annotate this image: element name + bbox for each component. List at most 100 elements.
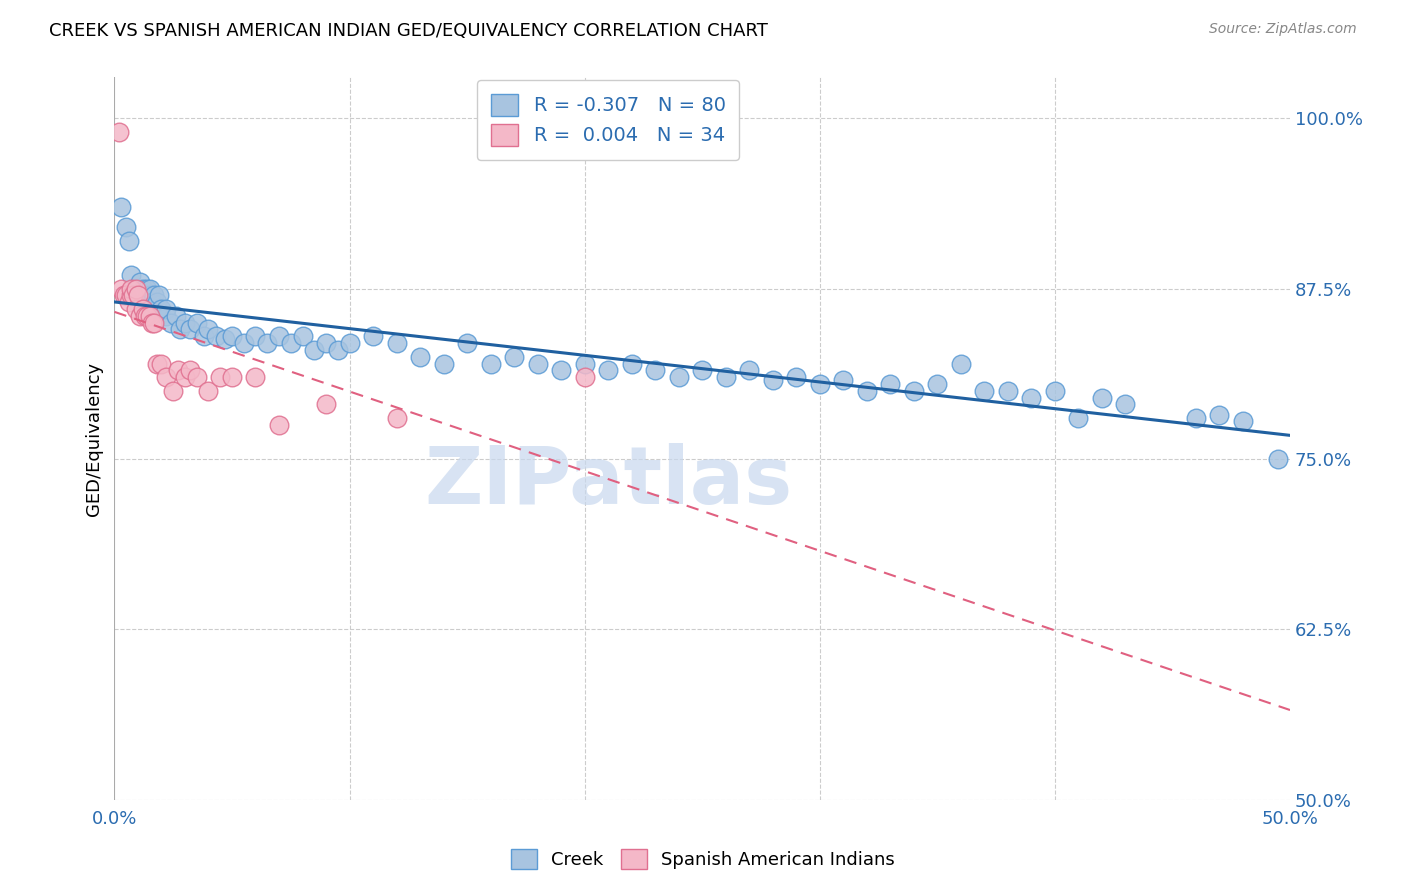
Text: CREEK VS SPANISH AMERICAN INDIAN GED/EQUIVALENCY CORRELATION CHART: CREEK VS SPANISH AMERICAN INDIAN GED/EQU… (49, 22, 768, 40)
Point (136, 282, 159, 296)
Point (131, 301, 153, 316)
Point (927, 376, 949, 391)
Point (785, 370, 807, 384)
Point (138, 282, 160, 296)
Point (197, 322, 219, 336)
Point (598, 363, 620, 377)
Point (949, 357, 972, 371)
Point (150, 357, 173, 371)
Point (122, 282, 145, 296)
Point (141, 316, 163, 330)
Point (167, 363, 190, 377)
Point (620, 357, 643, 371)
Point (762, 373, 785, 387)
Point (973, 384, 995, 398)
Point (456, 336, 478, 351)
Point (108, 125, 131, 139)
Point (127, 288, 149, 302)
Point (574, 357, 596, 371)
Point (432, 357, 454, 371)
Point (110, 282, 132, 296)
Legend: Creek, Spanish American Indians: Creek, Spanish American Indians (502, 839, 904, 879)
Point (124, 288, 146, 302)
Point (479, 357, 502, 371)
Point (169, 322, 191, 336)
Point (503, 350, 526, 364)
Point (256, 336, 278, 351)
Point (186, 370, 208, 384)
Point (136, 309, 159, 323)
Point (122, 288, 145, 302)
Point (124, 282, 146, 296)
Point (165, 309, 187, 323)
Point (315, 397, 337, 411)
Y-axis label: GED/Equivalency: GED/Equivalency (86, 361, 103, 516)
Point (179, 322, 201, 336)
Point (150, 301, 173, 316)
Point (124, 282, 146, 296)
Point (221, 329, 243, 343)
Point (690, 363, 713, 377)
Point (134, 288, 156, 302)
Point (162, 384, 184, 398)
Point (385, 336, 408, 351)
Point (112, 288, 135, 302)
Point (110, 200, 132, 214)
Point (174, 370, 197, 384)
Point (903, 384, 925, 398)
Point (129, 275, 152, 289)
Point (204, 329, 226, 343)
Point (1091, 391, 1114, 405)
Point (879, 376, 901, 391)
Point (550, 363, 572, 377)
Point (186, 316, 208, 330)
Point (1185, 411, 1208, 425)
Point (131, 282, 153, 296)
Point (361, 329, 384, 343)
Point (145, 295, 167, 310)
Point (138, 288, 160, 302)
Point (143, 316, 166, 330)
Point (115, 288, 138, 302)
Point (193, 329, 215, 343)
Point (526, 357, 548, 371)
Point (197, 384, 219, 398)
Point (291, 329, 314, 343)
Point (221, 370, 243, 384)
Point (141, 295, 163, 310)
Point (120, 282, 142, 296)
Point (1232, 414, 1254, 428)
Point (326, 343, 349, 357)
Point (245, 329, 267, 343)
Point (1267, 451, 1289, 466)
Point (138, 309, 160, 323)
Point (1021, 391, 1043, 405)
Point (160, 316, 183, 330)
Point (574, 370, 596, 384)
Point (267, 417, 290, 432)
Point (339, 336, 361, 351)
Point (1043, 384, 1066, 398)
Point (315, 336, 337, 351)
Point (120, 288, 142, 302)
Point (127, 282, 149, 296)
Point (1114, 397, 1136, 411)
Point (808, 376, 831, 391)
Text: Source: ZipAtlas.com: Source: ZipAtlas.com (1209, 22, 1357, 37)
Point (409, 350, 432, 364)
Point (117, 295, 139, 310)
Point (245, 370, 267, 384)
Legend: R = -0.307   N = 80, R =  0.004   N = 34: R = -0.307 N = 80, R = 0.004 N = 34 (477, 80, 740, 160)
Point (1208, 409, 1230, 423)
Point (124, 301, 146, 316)
Point (143, 288, 166, 302)
Point (214, 332, 236, 346)
Point (155, 301, 177, 316)
Point (232, 336, 254, 351)
Point (155, 370, 177, 384)
Point (117, 234, 139, 248)
Point (997, 384, 1019, 398)
Point (267, 329, 290, 343)
Point (668, 370, 690, 384)
Point (714, 370, 737, 384)
